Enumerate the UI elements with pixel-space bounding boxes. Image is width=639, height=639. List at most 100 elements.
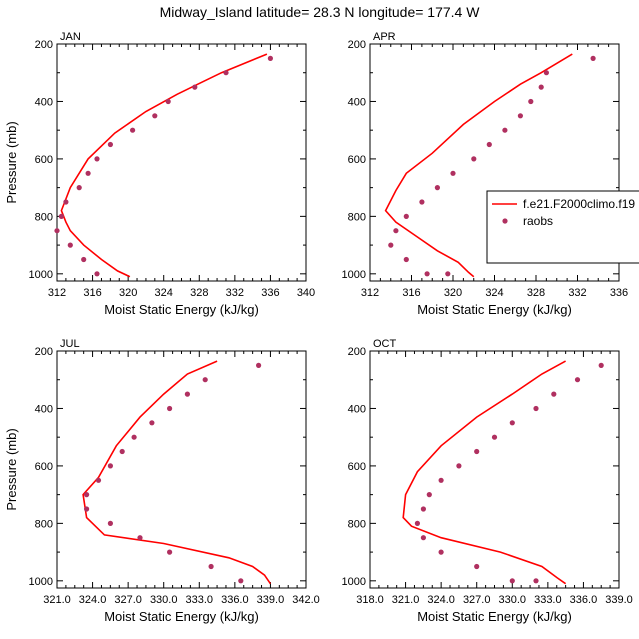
plot-frame	[56, 43, 307, 282]
raobs-point	[434, 185, 440, 191]
raobs-point	[167, 405, 173, 412]
x-tick-label: 312	[361, 287, 379, 299]
x-tick-label: 324	[155, 287, 173, 299]
x-axis-label: Moist Static Energy (kJ/kg)	[104, 302, 259, 317]
raobs-point	[474, 448, 480, 455]
raobs-point	[403, 256, 409, 263]
x-tick-label: 324.0	[427, 594, 455, 606]
x-tick-label: 328	[527, 287, 545, 299]
panel-label: JUL	[60, 338, 80, 350]
raobs-point	[85, 170, 91, 176]
x-tick-label: 324	[485, 287, 503, 299]
x-axis-label: Moist Static Energy (kJ/kg)	[417, 609, 572, 624]
raobs-point	[491, 434, 498, 440]
raobs-point	[393, 228, 399, 234]
raobs-point	[67, 242, 73, 248]
panel-label: JAN	[60, 31, 81, 43]
legend-model-label: f.e21.F2000climo.f19	[523, 197, 635, 211]
raobs-point	[256, 362, 262, 368]
raobs-point	[137, 535, 143, 541]
legend-obs-marker	[502, 218, 508, 224]
y-tick-label: 400	[35, 96, 53, 108]
raobs-point	[538, 84, 544, 90]
raobs-point	[107, 463, 113, 469]
y-tick-label: 800	[348, 211, 366, 223]
panel-jul: JUL 321.0 324.0 327.0 330.0 333.0 336.0 339.0 34…	[4, 338, 320, 624]
x-tick-label: 336.0	[570, 594, 598, 606]
x-tick-label: 327.0	[114, 594, 142, 606]
y-tick-label: 600	[348, 461, 366, 473]
x-axis-label: Moist Static Energy (kJ/kg)	[104, 609, 259, 624]
raobs-point	[223, 70, 229, 76]
x-tick-label: 336.0	[221, 594, 249, 606]
legend-box	[486, 190, 639, 264]
raobs-point	[533, 405, 539, 412]
raobs-point	[167, 549, 173, 555]
y-tick-label: 800	[348, 518, 366, 530]
panel-jan: JAN 312 316 320 324 328 332 336 340 200 400 600 800 1…	[4, 31, 315, 317]
model-profile-line	[60, 53, 268, 278]
raobs-point	[58, 213, 64, 219]
y-tick-label: 1000	[342, 269, 366, 281]
panel-label: OCT	[373, 338, 397, 350]
raobs-point	[438, 549, 444, 555]
raobs-point	[81, 256, 87, 263]
x-tick-label: 336	[261, 287, 279, 299]
raobs-point	[517, 113, 524, 119]
x-tick-label: 318.0	[356, 594, 384, 606]
y-tick-label: 400	[348, 96, 366, 108]
y-tick-label: 800	[35, 211, 53, 223]
x-tick-label: 332	[226, 287, 244, 299]
x-tick-label: 330.0	[150, 594, 178, 606]
x-axis-label: Moist Static Energy (kJ/kg)	[417, 302, 572, 317]
figure-title: Midway_Island latitude= 28.3 N longitude…	[160, 4, 481, 20]
raobs-point	[131, 434, 137, 440]
raobs-point	[471, 156, 477, 162]
raobs-point	[486, 141, 492, 148]
raobs-point	[420, 535, 426, 541]
raobs-point	[54, 228, 60, 234]
raobs-point	[474, 563, 480, 570]
raobs-point	[107, 141, 113, 148]
x-tick-label: 333.0	[534, 594, 562, 606]
raobs-point	[509, 420, 515, 426]
raobs-point	[238, 578, 244, 584]
raobs-point	[509, 578, 515, 584]
x-tick-label: 339.0	[257, 594, 285, 606]
y-tick-label: 600	[35, 154, 53, 166]
raobs-point	[574, 377, 581, 383]
y-tick-label: 800	[35, 518, 53, 530]
raobs-point	[543, 70, 550, 76]
raobs-point	[528, 98, 534, 105]
raobs-point	[598, 362, 604, 368]
raobs-point	[84, 492, 90, 498]
y-tick-label: 400	[35, 403, 53, 415]
raobs-point	[94, 271, 100, 277]
x-tick-label: 333.0	[186, 594, 214, 606]
plot-frame	[56, 350, 307, 589]
y-axis-label: Pressure (mb)	[4, 121, 19, 203]
raobs-point	[107, 520, 113, 527]
raobs-point	[388, 242, 394, 248]
x-tick-label: 327.0	[463, 594, 491, 606]
raobs-point	[184, 391, 190, 397]
x-tick-label: 320	[444, 287, 462, 299]
x-tick-label: 328	[190, 287, 208, 299]
raobs-point	[419, 199, 425, 205]
panel-apr: APR 312 316 320 324 328 332 336 200 400 600 800 1000…	[342, 31, 629, 317]
raobs-point	[119, 448, 125, 455]
x-tick-label: 332	[568, 287, 586, 299]
x-tick-label: 324.0	[79, 594, 107, 606]
x-tick-label: 312	[48, 287, 66, 299]
y-tick-label: 200	[35, 39, 53, 51]
raobs-point	[426, 492, 432, 498]
raobs-point	[152, 113, 158, 119]
raobs-point	[94, 156, 100, 162]
model-profile-line	[82, 360, 272, 585]
raobs-point	[84, 506, 90, 512]
x-tick-label: 321.0	[43, 594, 71, 606]
raobs-point	[424, 271, 430, 277]
x-tick-label: 316	[402, 287, 420, 299]
panel-label: APR	[373, 31, 396, 43]
panel-oct: OCT 318.0 321.0 324.0 327.0 330.0 333.0 336.0 33…	[342, 338, 633, 624]
